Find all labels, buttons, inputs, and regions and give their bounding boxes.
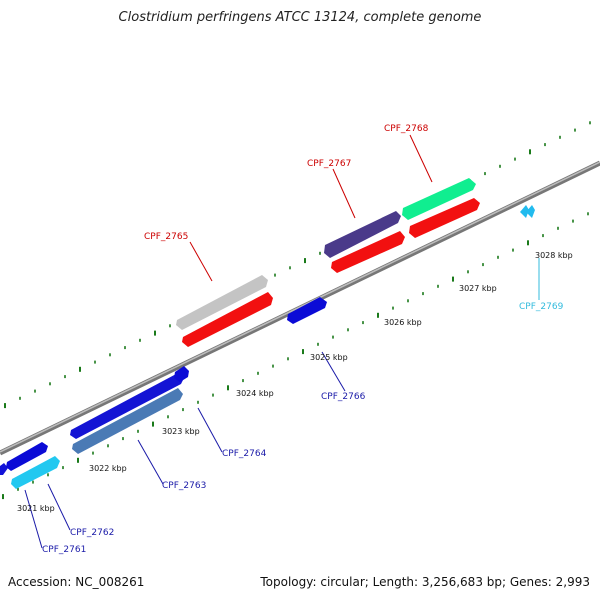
- kbp-label: 3021 kbp: [17, 504, 55, 513]
- gene-label-2762[interactable]: CPF_2762: [70, 528, 114, 538]
- kbp-labels: 3021 kbp 3022 kbp 3023 kbp 3024 kbp 3025…: [17, 251, 573, 513]
- kbp-label: 3027 kbp: [459, 284, 497, 293]
- kbp-label: 3025 kbp: [310, 353, 348, 362]
- connector-2761: [24, 489, 43, 549]
- gene-label-2769[interactable]: CPF_2769: [519, 302, 564, 312]
- map-title: Clostridium perfringens ATCC 13124, comp…: [118, 10, 482, 25]
- gene-arrow-2761-left[interactable]: [0, 463, 8, 475]
- gene-label-2767[interactable]: CPF_2767: [307, 159, 351, 169]
- gene-label-2768[interactable]: CPF_2768: [384, 124, 429, 134]
- gene-labels: CPF_2761 CPF_2762 CPF_2763 CPF_2764 CPF_…: [42, 124, 564, 555]
- gene-arrow-2762[interactable]: [11, 456, 60, 489]
- kbp-label: 3024 kbp: [236, 389, 274, 398]
- gene-arrow-2761[interactable]: [6, 442, 48, 471]
- gene-label-2761[interactable]: CPF_2761: [42, 545, 86, 555]
- gene-arrow-2768-red[interactable]: [409, 198, 480, 238]
- topology-text: Topology: circular; Length: 3,256,683 bp…: [260, 575, 590, 589]
- gene-label-2766[interactable]: CPF_2766: [321, 392, 366, 402]
- inner-tick-row: [2, 212, 589, 500]
- kbp-label: 3028 kbp: [535, 251, 573, 260]
- connector-2768: [409, 134, 433, 183]
- accession-text: Accession: NC_008261: [8, 575, 145, 589]
- connector-2763: [137, 439, 164, 485]
- gene-arrow-2766[interactable]: [287, 297, 327, 324]
- gene-arrow-2767-red[interactable]: [331, 231, 405, 273]
- gene-features: [0, 178, 535, 489]
- gene-arrow-2769-a[interactable]: [520, 205, 529, 218]
- label-connectors: [24, 134, 540, 549]
- gene-label-2764[interactable]: CPF_2764: [222, 449, 267, 459]
- gene-label-2763[interactable]: CPF_2763: [162, 481, 206, 491]
- kbp-label: 3026 kbp: [384, 318, 422, 327]
- connector-2762: [47, 483, 71, 531]
- connector-2764: [197, 407, 223, 453]
- gene-label-2765[interactable]: CPF_2765: [144, 232, 188, 242]
- connector-2766: [321, 351, 346, 392]
- kbp-label: 3022 kbp: [89, 464, 127, 473]
- gene-arrow-2764-small[interactable]: [174, 366, 189, 382]
- outer-tick-row: [4, 121, 591, 409]
- gene-arrow-2764[interactable]: [72, 388, 183, 454]
- connector-2765: [189, 241, 213, 282]
- kbp-label: 3023 kbp: [162, 427, 200, 436]
- genome-backbone-highlight: [0, 161, 600, 453]
- gene-arrow-2765-red[interactable]: [182, 292, 273, 347]
- gene-arrow-2767[interactable]: [324, 211, 401, 258]
- gene-arrow-2765[interactable]: [176, 275, 268, 330]
- gene-arrow-2769-b[interactable]: [526, 205, 535, 218]
- gene-arrow-2768[interactable]: [402, 178, 476, 220]
- gene-arrow-2763[interactable]: [70, 373, 184, 439]
- connector-2767: [332, 168, 356, 219]
